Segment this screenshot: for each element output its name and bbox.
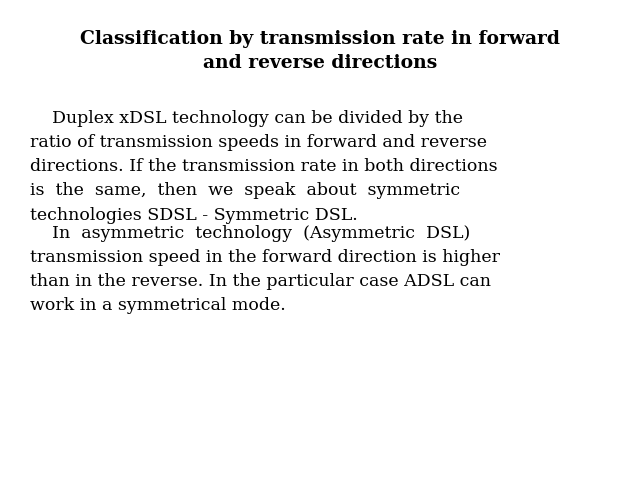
Text: Classification by transmission rate in forward
and reverse directions: Classification by transmission rate in f… [80, 30, 560, 72]
Text: Duplex xDSL technology can be divided by the
ratio of transmission speeds in for: Duplex xDSL technology can be divided by… [30, 110, 498, 224]
Text: In  asymmetric  technology  (Asymmetric  DSL)
transmission speed in the forward : In asymmetric technology (Asymmetric DSL… [30, 225, 500, 314]
